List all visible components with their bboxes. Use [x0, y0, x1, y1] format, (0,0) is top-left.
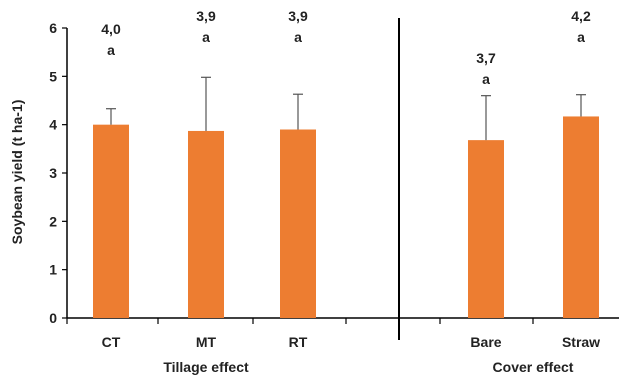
x-tick-label: CT: [102, 334, 121, 350]
bars: [93, 76, 599, 319]
group-label: Cover effect: [493, 359, 574, 375]
x-tick-label: RT: [289, 334, 308, 350]
x-tick-label: MT: [196, 334, 217, 350]
significance-label: a: [482, 71, 490, 87]
y-tick-label: 4: [49, 117, 57, 133]
data-labels: 4,0 a 3,9 a 3,9 a 3,7 a 4,2 a: [101, 8, 591, 87]
y-tick-label: 3: [49, 165, 57, 181]
y-tick-label: 1: [49, 262, 57, 278]
significance-label: a: [577, 29, 585, 45]
data-label: 3,9: [196, 8, 216, 24]
y-axis-title: Soybean yield (t ha-1): [9, 100, 25, 245]
data-label: 3,7: [476, 50, 496, 66]
bar: [188, 130, 224, 318]
x-tick-label: Straw: [562, 334, 600, 350]
data-label: 3,9: [288, 8, 308, 24]
bar: [563, 116, 599, 318]
y-tick-label: 6: [49, 20, 57, 36]
significance-label: a: [294, 29, 302, 45]
data-label: 4,0: [101, 21, 121, 37]
bar: [93, 124, 129, 319]
x-tick-label: Bare: [470, 334, 501, 350]
y-tick-label: 5: [49, 68, 57, 84]
y-axis: 0 1 2 3 4 5 6: [49, 20, 68, 326]
significance-label: a: [202, 29, 210, 45]
group-label: Tillage effect: [163, 359, 249, 375]
significance-label: a: [107, 42, 115, 58]
y-tick-label: 0: [49, 310, 57, 326]
y-tick-label: 2: [49, 213, 57, 229]
x-axis: CT MT RT Bare Straw Tillage effect Cover effec…: [66, 317, 619, 375]
bar: [468, 140, 504, 318]
data-label: 4,2: [571, 8, 591, 24]
bar: [280, 129, 316, 318]
